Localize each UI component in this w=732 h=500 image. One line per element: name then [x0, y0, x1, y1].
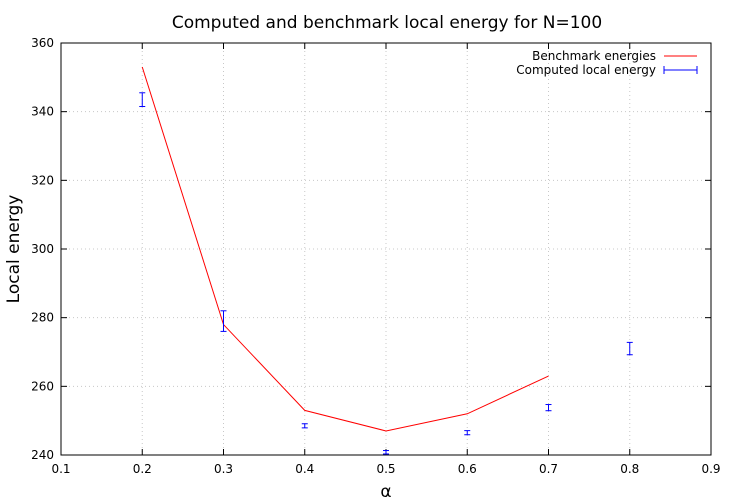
x-tick-label: 0.6 — [458, 462, 477, 476]
computed-energy-errorbar — [545, 404, 552, 412]
benchmark-energies-line — [141, 66, 549, 432]
computed-energy-errorbar — [220, 310, 227, 332]
legend-label-computed: Computed local energy — [516, 63, 656, 77]
computed-energy-errorbar — [301, 423, 308, 429]
legend-swatch-computed — [663, 66, 698, 74]
y-tick-label: 320 — [31, 173, 54, 187]
computed-energy-errorbar — [464, 430, 471, 436]
series-layer — [139, 66, 633, 455]
y-tick-label: 300 — [31, 242, 54, 256]
x-tick-label: 0.8 — [620, 462, 639, 476]
y-tick-label: 240 — [31, 448, 54, 462]
x-tick-label: 0.7 — [539, 462, 558, 476]
x-tick-label: 0.1 — [51, 462, 70, 476]
x-tick-label: 0.5 — [376, 462, 395, 476]
axis-ticks: 0.1 0.2 0.3 0.4 0.5 0.6 0.7 0.8 0.9 240 260 280 300 3… — [31, 36, 720, 476]
x-tick-label: 0.2 — [133, 462, 152, 476]
y-tick-label: 280 — [31, 311, 54, 325]
computed-energy-errorbar — [383, 450, 389, 455]
grid — [61, 43, 711, 455]
chart-title: Computed and benchmark local energy for … — [172, 13, 602, 33]
y-tick-label: 360 — [31, 36, 54, 50]
x-tick-label: 0.3 — [214, 462, 233, 476]
x-axis-label: α — [380, 482, 391, 500]
x-tick-label: 0.4 — [295, 462, 314, 476]
computed-energy-errorbar — [626, 341, 633, 356]
x-tick-label: 0.9 — [701, 462, 720, 476]
y-axis-label: Local energy — [4, 195, 24, 304]
legend-label-benchmark: Benchmark energies — [532, 49, 656, 63]
y-tick-label: 260 — [31, 379, 54, 393]
y-tick-label: 340 — [31, 105, 54, 119]
computed-energy-errorbar — [139, 92, 146, 108]
